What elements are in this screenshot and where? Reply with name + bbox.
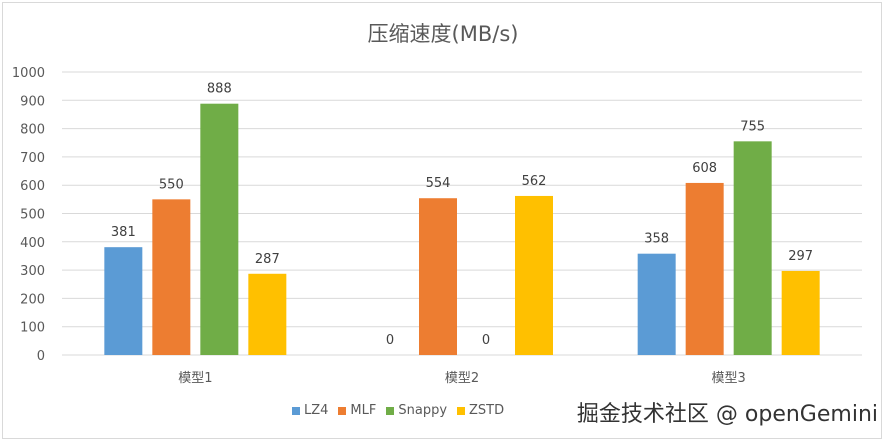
x-tick-label: 模型2	[445, 371, 479, 386]
y-tick-label: 1000	[12, 66, 45, 81]
legend-item: ZSTD	[457, 403, 504, 418]
legend-label: LZ4	[304, 403, 329, 418]
data-label: 608	[692, 161, 717, 176]
y-tick-label: 200	[20, 292, 45, 307]
data-label: 888	[207, 82, 232, 97]
data-label: 550	[159, 177, 184, 192]
legend-label: MLF	[350, 403, 377, 418]
y-tick-label: 300	[20, 264, 45, 279]
y-tick-label: 0	[37, 349, 45, 364]
bar-zstd	[515, 195, 553, 355]
y-tick-label: 700	[20, 151, 45, 166]
y-tick-label: 100	[20, 321, 45, 336]
x-tick-label: 模型3	[712, 371, 746, 386]
bar-mlf	[419, 198, 457, 355]
chart-frame	[2, 2, 882, 439]
data-label: 755	[740, 119, 765, 134]
y-tick-label: 800	[20, 123, 45, 138]
data-label: 358	[644, 232, 669, 247]
legend-swatch	[457, 406, 466, 415]
legend-item: MLF	[338, 403, 376, 418]
data-label: 297	[788, 249, 813, 264]
legend: LZ4 MLF Snappy ZSTD	[292, 403, 504, 418]
bar-mlf	[685, 182, 724, 355]
legend-label: Snappy	[398, 403, 448, 418]
legend-item: Snappy	[386, 403, 447, 418]
legend-swatch	[292, 406, 300, 415]
legend-label: ZSTD	[469, 403, 505, 418]
chart-title: 压缩速度(MB/s)	[367, 22, 519, 46]
y-tick-label: 500	[20, 208, 45, 223]
bar-mlf	[152, 199, 191, 355]
data-label: 287	[255, 252, 280, 267]
legend-item: LZ4	[292, 403, 328, 418]
bar-zstd	[781, 270, 820, 355]
data-label: 554	[426, 176, 451, 191]
watermark: 掘金技术社区 @ openGemini	[576, 402, 878, 427]
bar-snappy	[200, 103, 239, 355]
bar-lz4	[104, 247, 143, 355]
x-tick-label: 模型1	[178, 371, 212, 386]
y-tick-label: 900	[20, 94, 45, 109]
y-tick-label: 400	[20, 236, 45, 251]
legend-swatch	[338, 406, 347, 415]
data-label: 0	[386, 333, 394, 348]
bar-snappy	[733, 141, 772, 355]
bar-lz4	[637, 253, 676, 355]
y-tick-label: 600	[20, 179, 45, 194]
bar-zstd	[248, 273, 287, 355]
data-label: 381	[111, 225, 136, 240]
data-label: 562	[522, 174, 547, 189]
data-label: 0	[482, 333, 490, 348]
legend-swatch	[386, 406, 395, 415]
